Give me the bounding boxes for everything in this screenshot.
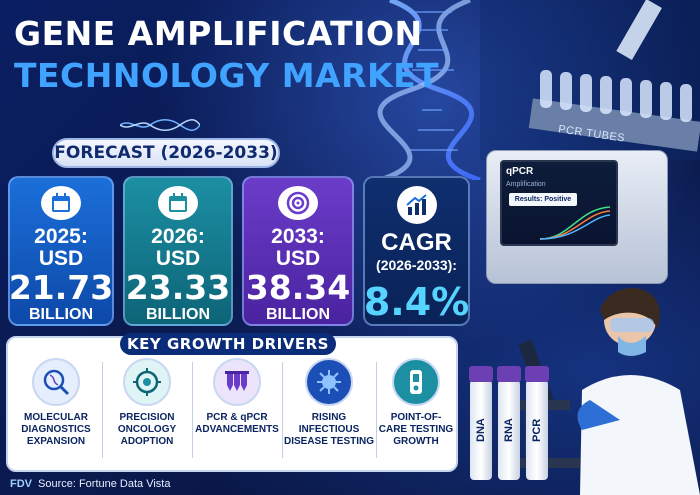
stat-card-cagr: CAGR (2026-2033): 8.4% (363, 176, 470, 326)
driver-label: PCR & qPCR ADVANCEMENTS (195, 412, 279, 435)
stat-year: 2026: (151, 225, 205, 248)
calendar-icon (158, 186, 198, 220)
driver-label: RISING INFECTIOUS DISEASE TESTING (284, 412, 375, 447)
stat-scale: BILLION (266, 306, 330, 323)
stat-card-2026: 2026: USD 23.33 BILLION (123, 176, 233, 326)
target-icon (278, 186, 318, 220)
pcr-vial: PCR (525, 366, 549, 480)
pcr-tubes-illustration (480, 0, 700, 160)
virus-icon (305, 358, 353, 406)
vial-cap (469, 366, 493, 382)
stat-amount: 21.73 (8, 268, 114, 307)
source-text: Source: Fortune Data Vista (38, 478, 171, 490)
qpcr-screen-title: qPCR (506, 166, 534, 177)
stat-amount: 38.34 (245, 268, 351, 307)
vial-cap (525, 366, 549, 382)
calendar-icon (41, 186, 81, 220)
stat-amount: 23.33 (125, 268, 231, 307)
dna-vial: DNA (469, 366, 493, 480)
stat-year: 2033: (271, 225, 325, 248)
rna-vial: RNA (497, 366, 521, 480)
test-device-icon (392, 358, 440, 406)
vial-label: DNA (475, 418, 487, 442)
cagr-period: (2026-2033): (376, 257, 457, 273)
vial-label: RNA (503, 418, 515, 442)
driver-infectious-disease: RISING INFECTIOUS DISEASE TESTING (284, 358, 374, 466)
dna-magnifier-icon (32, 358, 80, 406)
qpcr-result-badge: Results: Positive (509, 193, 577, 206)
vial-label: PCR (531, 418, 543, 442)
stat-currency: USD (275, 247, 321, 270)
driver-label: POINT-OF-CARE TESTING GROWTH (378, 412, 454, 447)
cagr-value: 8.4% (363, 280, 470, 324)
driver-molecular-diagnostics: MOLECULAR DIAGNOSTICS EXPANSION (12, 358, 100, 466)
qpcr-screen-subtitle: Amplification (506, 181, 546, 188)
source-footer: FDV Source: Fortune Data Vista (10, 474, 290, 494)
driver-pcr-advancements: PCR & qPCR ADVANCEMENTS (194, 358, 280, 466)
driver-divider (282, 362, 283, 458)
pcr-tubes-icon (213, 358, 261, 406)
driver-label: MOLECULAR DIAGNOSTICS EXPANSION (21, 412, 91, 447)
stat-scale: BILLION (29, 306, 93, 323)
drivers-header: KEY GROWTH DRIVERS (120, 333, 336, 355)
stat-card-2033: 2033: USD 38.34 BILLION (242, 176, 354, 326)
dna-divider-icon (120, 119, 200, 131)
driver-divider (192, 362, 193, 458)
cell-target-icon (123, 358, 171, 406)
growth-chart-icon (396, 186, 437, 224)
driver-divider (102, 362, 103, 458)
stat-scale: BILLION (146, 306, 210, 323)
stat-year: 2025: (34, 225, 88, 248)
brand-logo: FDV (10, 478, 32, 490)
driver-precision-oncology: PRECISION ONCOLOGY ADOPTION (104, 358, 190, 466)
driver-divider (376, 362, 377, 458)
dna-helix-illustration (377, 0, 481, 180)
title-line-2: TECHNOLOGY MARKET (14, 56, 440, 95)
driver-point-of-care: POINT-OF-CARE TESTING GROWTH (378, 358, 454, 466)
cagr-label: CAGR (381, 229, 452, 256)
title-line-1: GENE AMPLIFICATION (14, 14, 423, 53)
amplification-curves (540, 206, 610, 240)
driver-label: PRECISION ONCOLOGY ADOPTION (117, 412, 177, 447)
stat-currency: USD (38, 247, 84, 270)
forecast-period-badge: FORECAST (2026-2033) (52, 138, 280, 168)
stat-currency: USD (155, 247, 201, 270)
stat-card-2025: 2025: USD 21.73 BILLION (8, 176, 114, 326)
vial-cap (497, 366, 521, 382)
